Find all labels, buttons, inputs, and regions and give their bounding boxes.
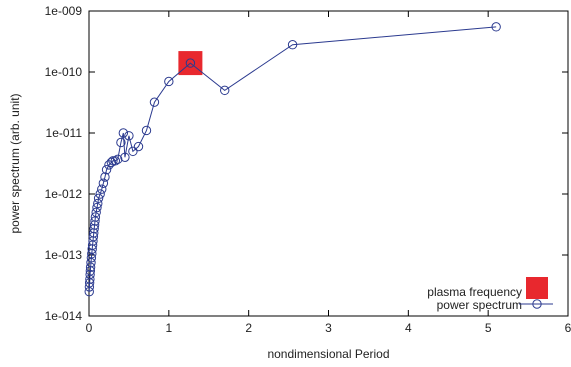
power-spectrum-point xyxy=(93,198,103,209)
power-spectrum-point xyxy=(185,58,196,68)
power-spectrum-point xyxy=(85,262,96,272)
power-spectrum-point xyxy=(164,76,174,87)
power-spectrum-point xyxy=(86,257,96,268)
power-spectrum-point xyxy=(90,212,101,222)
power-spectrum-point xyxy=(85,269,95,280)
y-tick-label: 1e-010 xyxy=(45,65,83,79)
power-spectrum-point xyxy=(110,156,121,166)
power-spectrum-line xyxy=(88,26,497,292)
power-spectrum-point xyxy=(108,156,118,166)
power-spectrum-point xyxy=(124,131,134,141)
power-spectrum-point xyxy=(84,287,94,297)
power-spectrum-point xyxy=(91,207,101,218)
x-tick-label: 0 xyxy=(86,321,93,335)
legend-swatch-plasma-frequency xyxy=(526,277,548,299)
y-tick-label: 1e-012 xyxy=(45,187,83,201)
power-spectrum-point xyxy=(84,282,95,292)
power-spectrum-point xyxy=(220,85,230,96)
power-spectrum-point xyxy=(149,97,160,107)
y-tick-label: 1e-013 xyxy=(45,248,83,262)
power-spectrum-point xyxy=(101,165,112,175)
power-spectrum-point xyxy=(95,189,105,199)
x-axis-label: nondimensional Period xyxy=(267,347,389,361)
power-spectrum-point xyxy=(141,125,152,136)
x-tick-label: 1 xyxy=(165,321,172,335)
y-tick-label: 1e-009 xyxy=(45,4,83,18)
power-spectrum-point xyxy=(120,152,130,162)
power-spectrum-point xyxy=(113,154,123,165)
power-spectrum-point xyxy=(106,157,117,168)
plot-frame xyxy=(88,10,569,317)
x-tick-label: 2 xyxy=(245,321,252,335)
power-spectrum-point xyxy=(133,141,144,152)
power-spectrum-point xyxy=(89,223,99,234)
legend-swatch-marker-power-spectrum xyxy=(532,299,542,309)
power-spectrum-point xyxy=(118,128,129,138)
power-spectrum-point xyxy=(93,193,104,204)
power-spectrum-point xyxy=(287,40,298,50)
power-spectrum-point xyxy=(92,202,102,213)
power-spectrum-point xyxy=(491,22,501,32)
y-tick-label: 1e-011 xyxy=(46,126,83,140)
y-axis-label: power spectrum (arb. unit) xyxy=(8,93,22,233)
x-tick-label: 4 xyxy=(405,321,412,335)
power-spectrum-point xyxy=(98,178,109,188)
legend-label-power-spectrum: power spectrum xyxy=(437,298,522,312)
x-tick-label: 3 xyxy=(325,321,332,335)
x-tick-label: 5 xyxy=(485,321,492,335)
power-spectrum-point xyxy=(100,172,110,182)
power-spectrum-point xyxy=(116,137,126,148)
legend-label-plasma-frequency: plasma frequency xyxy=(427,285,522,299)
x-tick-label: 6 xyxy=(565,321,571,335)
y-tick-label: 1e-014 xyxy=(45,309,83,323)
power-spectrum-point xyxy=(128,146,138,157)
power-spectrum-point xyxy=(97,184,107,194)
